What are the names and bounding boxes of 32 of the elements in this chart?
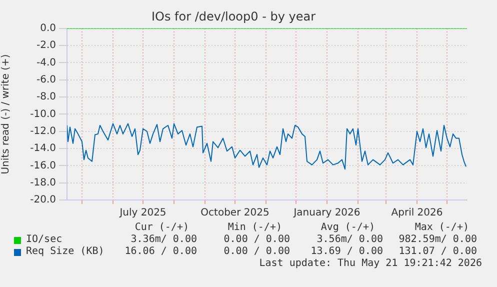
legend-label: IO/sec [26,234,62,246]
y-tick-label: -2.0 [36,40,56,52]
x-tick-label: July 2025 [118,208,166,219]
y-tick-label: -20.0 [30,194,56,206]
y-tick-label: -14.0 [30,143,56,154]
text: 0.00 / 0.00 [224,246,290,258]
y-tick-label: -4.0 [36,57,56,68]
legend-label: Req Size (KB) [26,246,104,258]
y-tick-label: 0.0 [40,22,56,34]
text: 16.06 / 0.00 [124,246,197,258]
text: 982.59m/ 0.00 [398,234,477,246]
y-axis-title: Units read (-) / write (+) [0,54,12,174]
x-tick-label: January 2026 [292,208,360,219]
y-tick-label: -10.0 [30,108,56,120]
y-tick-label: -18.0 [30,177,56,188]
y-tick-label: -8.0 [36,92,56,103]
x-tick-label: April 2026 [391,208,443,219]
text: 3.56m/ 0.00 [316,234,383,246]
text: Last update: Thu May 21 19:21:42 2026 [259,258,482,270]
text: Max (-/+) [414,222,469,234]
x-tick-label: October 2025 [200,208,270,219]
text: 3.36m/ 0.00 [130,234,197,246]
text: Cur (-/+) [134,222,189,234]
text: 13.69 / 0.00 [310,246,383,258]
text: Min (-/+) [228,222,282,234]
y-tick-label: -6.0 [36,74,56,86]
text: 131.07 / 0.00 [398,246,477,258]
text: Avg (-/+) [320,222,375,234]
y-tick-label: -12.0 [30,126,56,137]
chart-title: IOs for /dev/loop0 - by year [151,9,316,24]
y-tick-label: -16.0 [30,160,56,172]
text: 0.00 / 0.00 [224,234,290,246]
